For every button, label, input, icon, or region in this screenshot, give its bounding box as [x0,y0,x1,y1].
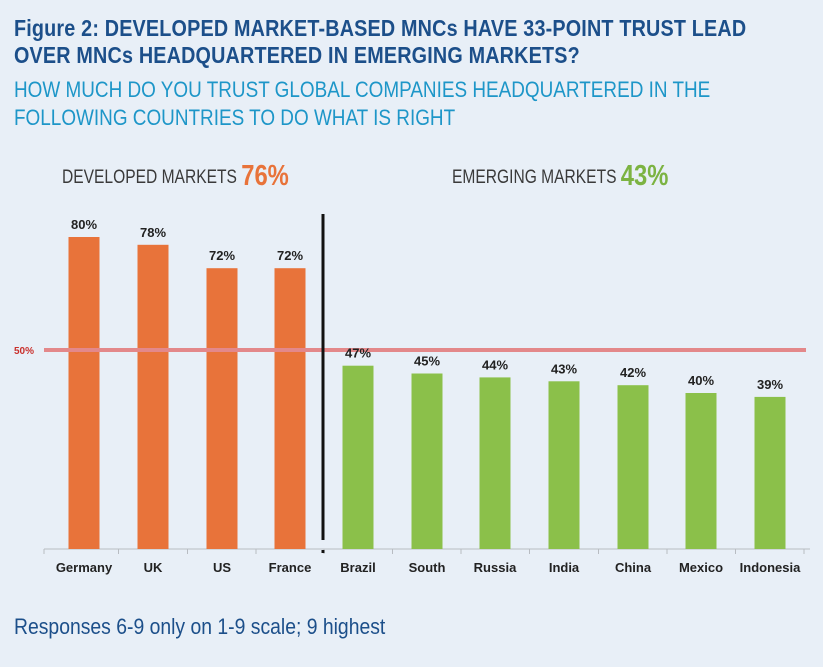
bar-indonesia [754,396,786,549]
chart-title-line-1: Figure 2: DEVELOPED MARKET-BASED MNCs HA… [14,15,747,41]
developed-markets-label-text: DEVELOPED MARKETS [62,167,237,188]
bar-brazil [342,365,374,549]
chart-title-line-2: OVER MNCs HEADQUARTERED IN EMERGING MARK… [14,42,580,68]
emerging-markets-label-text: EMERGING MARKETS [452,167,617,188]
data-label-germany: 80% [71,217,97,232]
chart-title: Figure 2: DEVELOPED MARKET-BASED MNCs HA… [14,15,747,69]
category-label-south: South [409,560,446,575]
data-label-uk: 78% [140,225,166,240]
chart-subtitle-line-1: HOW MUCH DO YOU TRUST GLOBAL COMPANIES H… [14,77,711,102]
data-label-russia: 44% [482,357,508,372]
data-label-mexico: 40% [688,373,714,388]
developed-markets-average: 76% [241,160,289,192]
bar-france [274,268,306,549]
category-label-indonesia: Indonesia [740,560,801,575]
category-label-us: US [213,560,231,575]
chart-subtitle: HOW MUCH DO YOU TRUST GLOBAL COMPANIES H… [14,76,710,132]
emerging-markets-average: 43% [620,160,669,192]
category-label-france: France [269,560,312,575]
bar-uk [137,244,169,550]
developed-markets-label: DEVELOPED MARKETS 76% [62,160,289,193]
category-label-uk: UK [144,560,163,575]
footnote: Responses 6-9 only on 1-9 scale; 9 highe… [14,614,386,639]
bar-south [411,373,443,549]
group-divider-dot [321,550,325,553]
data-label-us: 72% [209,248,235,263]
bar-mexico [685,393,717,549]
bar-germany [68,237,100,549]
emerging-markets-label: EMERGING MARKETS 43% [452,160,668,193]
category-label-india: India [549,560,580,575]
bar-china [617,385,649,549]
reference-line-label: 50% [14,346,34,357]
category-label-china: China [615,560,652,575]
data-label-france: 72% [277,248,303,263]
chart-subtitle-line-2: FOLLOWING COUNTRIES TO DO WHAT IS RIGHT [14,105,456,130]
data-label-indonesia: 39% [757,377,783,392]
bar-india [548,381,580,549]
data-label-brazil: 47% [345,346,371,361]
data-label-south: 45% [414,354,440,369]
bar-russia [479,377,511,549]
category-label-brazil: Brazil [340,560,375,575]
category-label-germany: Germany [56,560,113,575]
data-label-china: 42% [620,365,646,380]
data-label-india: 43% [551,361,577,376]
bar-us [206,268,238,549]
category-label-russia: Russia [474,560,517,575]
category-label-mexico: Mexico [679,560,723,575]
